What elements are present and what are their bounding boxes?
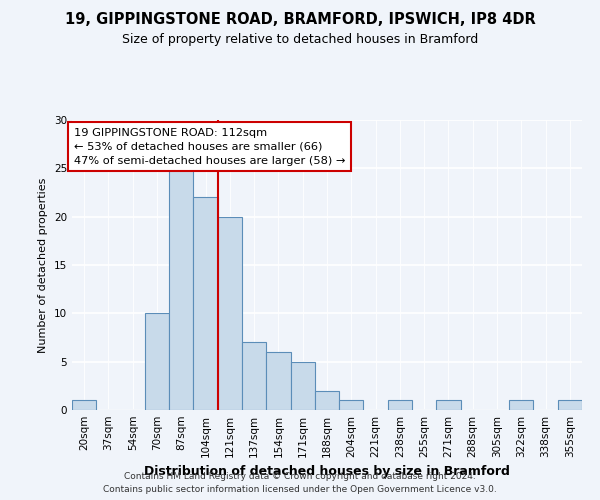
Bar [193,198,218,410]
Bar [72,400,96,410]
Text: Size of property relative to detached houses in Bramford: Size of property relative to detached ho… [122,32,478,46]
Text: Contains HM Land Registry data © Crown copyright and database right 2024.: Contains HM Land Registry data © Crown c… [124,472,476,481]
Bar [388,400,412,410]
Bar [315,390,339,410]
Text: 19, GIPPINGSTONE ROAD, BRAMFORD, IPSWICH, IP8 4DR: 19, GIPPINGSTONE ROAD, BRAMFORD, IPSWICH… [65,12,535,28]
Bar [145,314,169,410]
Y-axis label: Number of detached properties: Number of detached properties [38,178,49,352]
Text: Contains public sector information licensed under the Open Government Licence v3: Contains public sector information licen… [103,485,497,494]
Text: 19 GIPPINGSTONE ROAD: 112sqm
← 53% of detached houses are smaller (66)
47% of se: 19 GIPPINGSTONE ROAD: 112sqm ← 53% of de… [74,128,346,166]
Bar [339,400,364,410]
Bar [242,342,266,410]
Bar [558,400,582,410]
Bar [266,352,290,410]
Bar [436,400,461,410]
Bar [218,216,242,410]
Bar [509,400,533,410]
Bar [290,362,315,410]
X-axis label: Distribution of detached houses by size in Bramford: Distribution of detached houses by size … [144,466,510,478]
Bar [169,168,193,410]
